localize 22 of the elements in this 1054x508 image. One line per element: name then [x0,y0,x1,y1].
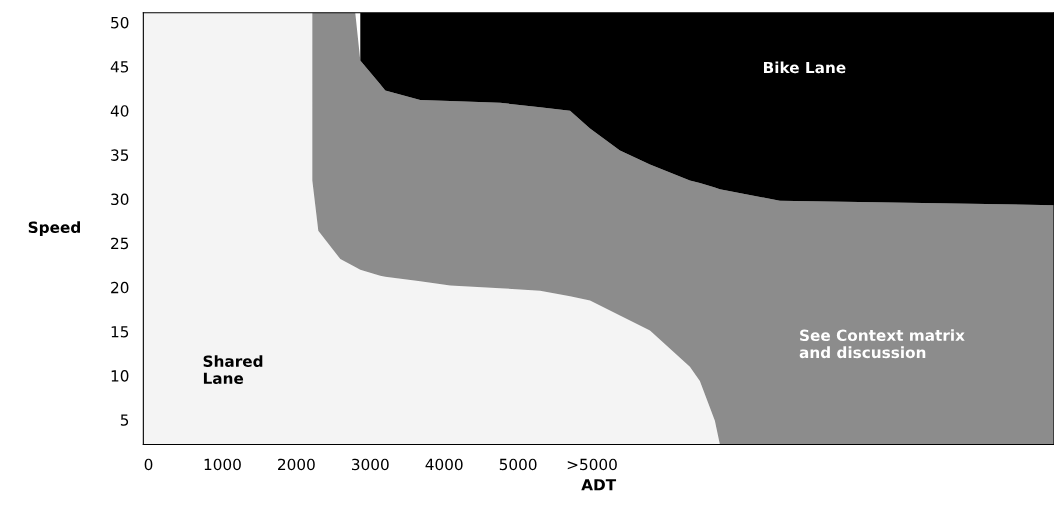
x-tick-label: 5000 [499,458,537,471]
y-axis-title: Speed [28,221,80,236]
annotation: Bike Lane [763,61,846,74]
y-tick-label: 40 [110,105,129,117]
x-tick-label: 1000 [204,458,241,471]
y-tick-label: 25 [111,237,129,250]
x-tick-label: 2000 [278,458,315,471]
x-tick-label: 3000 [351,458,389,471]
x-tick-label: >5000 [567,458,617,471]
annotation: See Context matrix and discussion [799,329,965,359]
y-tick-label: 30 [111,193,129,206]
x-tick-label: 4000 [425,458,463,471]
y-tick-label: 35 [111,149,129,161]
y-tick-label: 20 [111,281,129,294]
y-tick-label: 50 [111,16,129,29]
y-tick-label: 15 [111,326,129,338]
y-tick-label: 45 [110,61,129,73]
y-tick-label: 10 [111,370,129,382]
x-axis-title: ADT [581,479,617,491]
x-tick-label: 0 [144,458,153,471]
y-tick-label: 5 [120,414,129,426]
annotation: Shared Lane [203,355,263,385]
